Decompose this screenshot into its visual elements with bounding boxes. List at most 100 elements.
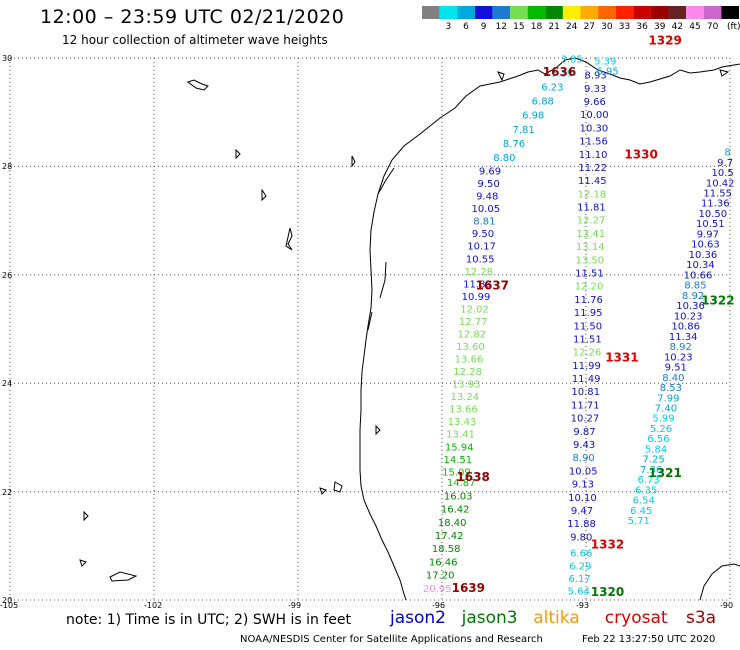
wave-height-value: 17.20 — [426, 571, 455, 582]
wave-height-value: 6.88 — [532, 97, 554, 108]
lon-label: -96 — [432, 601, 446, 610]
inland-lakes — [79, 69, 730, 582]
wave-height-value: 6.23 — [541, 83, 563, 94]
wave-height-value: 9.51 — [665, 363, 687, 374]
wave-height-value: 6.35 — [635, 485, 657, 496]
satellite-name: altika — [533, 608, 580, 628]
satellite-name: jason2 — [390, 608, 446, 628]
wave-height-value: 10.30 — [580, 123, 609, 134]
satellite-name: jason3 — [461, 608, 518, 628]
wave-height-value: 6.66 — [570, 549, 592, 560]
wave-height-value: 11.56 — [579, 137, 608, 148]
map-title: 12:00 – 23:59 UTC 02/21/2020 — [40, 6, 345, 28]
wave-height-value: 9.33 — [584, 84, 606, 95]
wave-height-value: 8.40 — [662, 373, 684, 384]
wave-height-value: 9.80 — [570, 532, 592, 543]
legend-swatch — [562, 6, 581, 19]
wave-height-value: 8 — [724, 148, 730, 159]
legend-swatch — [545, 6, 563, 19]
coastline-texas-louisiana — [359, 57, 740, 601]
wave-height-value: 6.29 — [569, 561, 591, 572]
wave-height-value: 18.40 — [438, 518, 467, 529]
lat-label: 22 — [2, 487, 13, 497]
wave-height-value: 13.14 — [576, 242, 605, 253]
wave-height-value: 8.85 — [684, 281, 706, 292]
wave-height-value: 10.27 — [571, 414, 600, 425]
wave-height-value: 6.56 — [647, 434, 669, 445]
wave-height-value: 13.93 — [452, 380, 481, 391]
wave-height-value: 16.03 — [444, 491, 473, 502]
legend-value: 24 — [565, 22, 578, 32]
wave-height-value: 12.20 — [575, 282, 604, 293]
wave-height-value: 17.42 — [435, 531, 464, 542]
lon-label: -105 — [0, 601, 19, 610]
legend-swatch — [474, 6, 493, 19]
legend-swatch — [422, 6, 440, 19]
legend-swatch — [721, 6, 739, 19]
pass-time-label: 1332 — [591, 538, 624, 552]
wave-height-value: 7.99 — [657, 393, 679, 404]
color-scale-legend — [422, 6, 739, 19]
wave-height-value: 10.86 — [671, 322, 700, 333]
wave-height-value: 11.51 — [575, 269, 604, 280]
legend-value: 39 — [654, 22, 666, 32]
wave-height-value: 8.92 — [682, 291, 704, 302]
wave-height-value: 13.41 — [446, 430, 475, 441]
wave-height-value: 8.81 — [473, 217, 495, 228]
legend-value: 70 — [706, 22, 719, 32]
pass-time-label: 1329 — [648, 33, 681, 47]
wave-height-value: 10.10 — [568, 493, 597, 504]
wave-height-value: 7.25 — [642, 455, 664, 466]
wave-height-value: 11.99 — [572, 361, 601, 372]
wave-height-value: 9.50 — [472, 229, 494, 240]
wave-height-value: 11.49 — [572, 374, 601, 385]
footer-note: note: 1) Time is in UTC; 2) SWH is in fe… — [66, 612, 352, 628]
wave-height-value: 8.76 — [503, 139, 525, 150]
wave-height-value: 10.05 — [569, 466, 598, 477]
legend-value: 18 — [530, 22, 543, 32]
legend-value: 21 — [548, 22, 560, 32]
wave-height-value: 12.77 — [459, 317, 488, 328]
legend-swatch — [615, 6, 634, 19]
wave-height-value: 12.18 — [578, 189, 607, 200]
pass-time-label: 1321 — [648, 466, 681, 480]
wave-height-value: 9.43 — [573, 440, 595, 451]
wave-height-value: 5.26 — [650, 424, 672, 435]
legend-value: 9 — [480, 22, 487, 32]
wave-height-value: 15.09 — [442, 467, 471, 478]
wave-height-value: 5.71 — [628, 516, 650, 527]
wave-height-value: 11.36 — [701, 199, 730, 210]
wave-height-value: 9.50 — [477, 179, 499, 190]
legend-swatch — [527, 6, 546, 19]
legend-unit: (ft) — [727, 22, 740, 32]
wave-height-value: 9.48 — [476, 192, 498, 203]
wave-height-value: 10.55 — [466, 254, 495, 265]
pass-time-label: 1330 — [624, 147, 657, 161]
legend-value: 15 — [513, 22, 525, 32]
satellite-name: cryosat — [604, 608, 668, 628]
wave-height-value: 12.26 — [573, 348, 602, 359]
wave-height-value: 11.34 — [669, 332, 698, 343]
lat-label: 26 — [2, 270, 13, 280]
wave-height-value: 13.66 — [449, 405, 478, 416]
pass-time-label: 1637 — [476, 278, 509, 292]
wave-height-value: 5.64 — [568, 587, 590, 598]
wave-height-value: 10.00 — [580, 110, 609, 121]
wave-height-value: 9.7 — [717, 158, 733, 169]
wave-height-value: 6.45 — [630, 506, 652, 517]
wave-height-value: 10.17 — [467, 242, 496, 253]
legend-swatch — [668, 6, 687, 19]
pass-time-label: 1320 — [591, 585, 624, 599]
lat-label: 28 — [2, 162, 13, 172]
credit-text: NOAA/NESDIS Center for Satellite Applica… — [240, 634, 543, 645]
wave-height-value: 14.51 — [443, 455, 472, 466]
legend-value: 36 — [636, 22, 648, 32]
wave-height-value: 16.42 — [441, 505, 470, 516]
wave-height-value: 11.95 — [574, 308, 603, 319]
wave-height-value: 10.34 — [686, 260, 715, 271]
wave-height-value: 18.58 — [432, 544, 461, 555]
wave-height-value: 11.81 — [577, 203, 606, 214]
wave-height-value: 7.40 — [655, 404, 677, 415]
wave-height-value: 5.39 — [551, 68, 573, 79]
